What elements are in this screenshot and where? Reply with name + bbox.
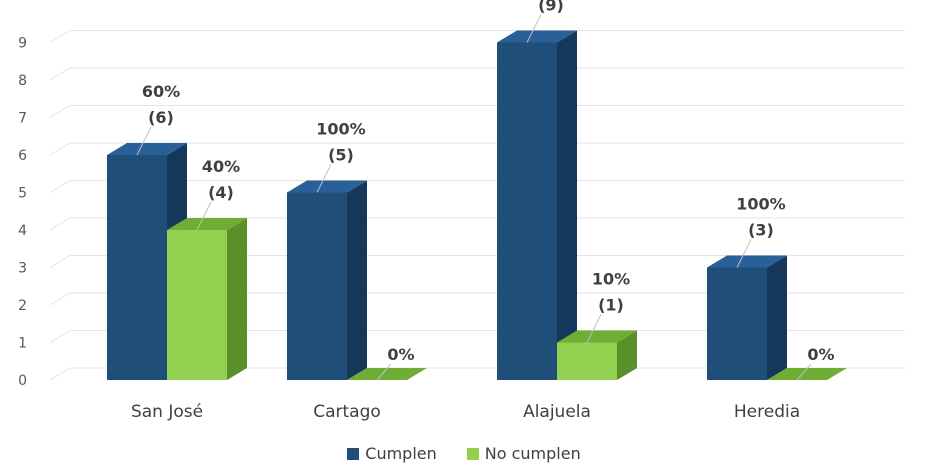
x-category-label: Alajuela	[523, 402, 591, 422]
gridline-depth-8	[49, 67, 71, 81]
data-label-leader-cumplen-cartago	[316, 164, 332, 193]
data-label-no-cumplen-cartago: 0%	[387, 345, 414, 364]
bar-side-cumplen-alajuela	[557, 30, 577, 380]
data-label-cumplen-heredia: (3)	[748, 221, 774, 240]
gridline-depth-5	[49, 180, 71, 193]
x-category-label: San José	[131, 402, 203, 422]
y-tick-label: 0	[18, 373, 27, 389]
y-tick-label: 5	[18, 186, 27, 202]
y-tick-label: 6	[18, 148, 27, 164]
legend-swatch-no-cumplen	[466, 447, 479, 460]
gridline-depth-2	[49, 292, 71, 306]
data-label-no-cumplen-heredia: 0%	[807, 345, 834, 364]
data-label-cumplen-san-jos: 60%	[142, 82, 180, 101]
bar-cumplen-heredia	[707, 267, 767, 380]
data-label-leader-cumplen-alajuela	[526, 14, 542, 43]
data-label-no-cumplen-alajuela: 10%	[592, 270, 630, 289]
y-tick-label: 4	[18, 223, 27, 239]
bar-side-no-cumplen-san-jos	[227, 218, 247, 380]
bar-top-cumplen-heredia	[707, 255, 787, 268]
data-label-leader-no-cumplen-san-jos	[196, 201, 212, 231]
gridline-depth-4	[49, 217, 71, 231]
y-tick-label: 7	[18, 111, 27, 127]
gridline-depth-7	[49, 105, 71, 118]
bar-top-no-cumplen-heredia	[767, 368, 847, 380]
bar-no-cumplen-alajuela	[557, 342, 617, 380]
data-label-leader-no-cumplen-heredia	[796, 363, 812, 381]
data-label-leader-no-cumplen-cartago	[376, 363, 392, 381]
data-label-leader-no-cumplen-alajuela	[586, 314, 602, 343]
data-label-cumplen-cartago: (5)	[328, 146, 354, 165]
bar-top-no-cumplen-san-jos	[167, 218, 247, 230]
data-label-cumplen-san-jos: (6)	[148, 108, 174, 127]
bar-top-cumplen-alajuela	[497, 30, 577, 43]
bar-top-cumplen-cartago	[287, 180, 367, 193]
bar-top-no-cumplen-cartago	[347, 368, 427, 380]
x-category-label: Cartago	[313, 402, 381, 422]
bar-top-cumplen-san-jos	[107, 143, 187, 155]
bar-chart: 0 1 2 3 4 5 6 7 8 9 60% (6) 40% (4) San José 100% (5) 0% C…	[18, 0, 905, 422]
data-label-leader-cumplen-san-jos	[136, 126, 152, 156]
x-category-label: Heredia	[734, 402, 800, 422]
legend-label-no-cumplen: No cumplen	[484, 444, 581, 463]
gridline-depth-0	[49, 367, 71, 381]
data-label-no-cumplen-san-jos: 40%	[202, 157, 240, 176]
bar-cumplen-alajuela	[497, 42, 557, 380]
data-label-cumplen-alajuela: (9)	[538, 0, 564, 15]
legend-item-no-cumplen: No cumplen	[466, 444, 581, 463]
legend-swatch-cumplen	[347, 447, 360, 460]
bar-cumplen-san-jos	[107, 155, 167, 380]
y-tick-label: 1	[18, 336, 27, 352]
gridline-depth-9	[49, 30, 71, 43]
y-tick-label: 8	[18, 73, 27, 89]
y-tick-label: 2	[18, 298, 27, 314]
gridline-depth-6	[49, 142, 71, 156]
gridline-depth-3	[49, 255, 71, 268]
data-label-no-cumplen-alajuela: (1)	[598, 296, 624, 315]
bar-side-cumplen-cartago	[347, 180, 367, 380]
bar-top-no-cumplen-alajuela	[557, 330, 637, 343]
legend-label-cumplen: Cumplen	[365, 444, 437, 463]
bar-no-cumplen-san-jos	[167, 230, 227, 380]
data-label-cumplen-heredia: 100%	[736, 195, 785, 214]
y-tick-label: 3	[18, 261, 27, 277]
y-tick-label: 9	[18, 36, 27, 52]
legend: Cumplen No cumplen	[0, 444, 928, 463]
gridline-depth-1	[49, 330, 71, 343]
bar-side-no-cumplen-alajuela	[617, 330, 637, 380]
bar-cumplen-cartago	[287, 192, 347, 380]
legend-item-cumplen: Cumplen	[347, 444, 437, 463]
data-label-leader-cumplen-heredia	[736, 239, 752, 268]
bar-side-cumplen-heredia	[767, 255, 787, 380]
data-label-no-cumplen-san-jos: (4)	[208, 183, 234, 202]
data-label-cumplen-cartago: 100%	[316, 120, 365, 139]
